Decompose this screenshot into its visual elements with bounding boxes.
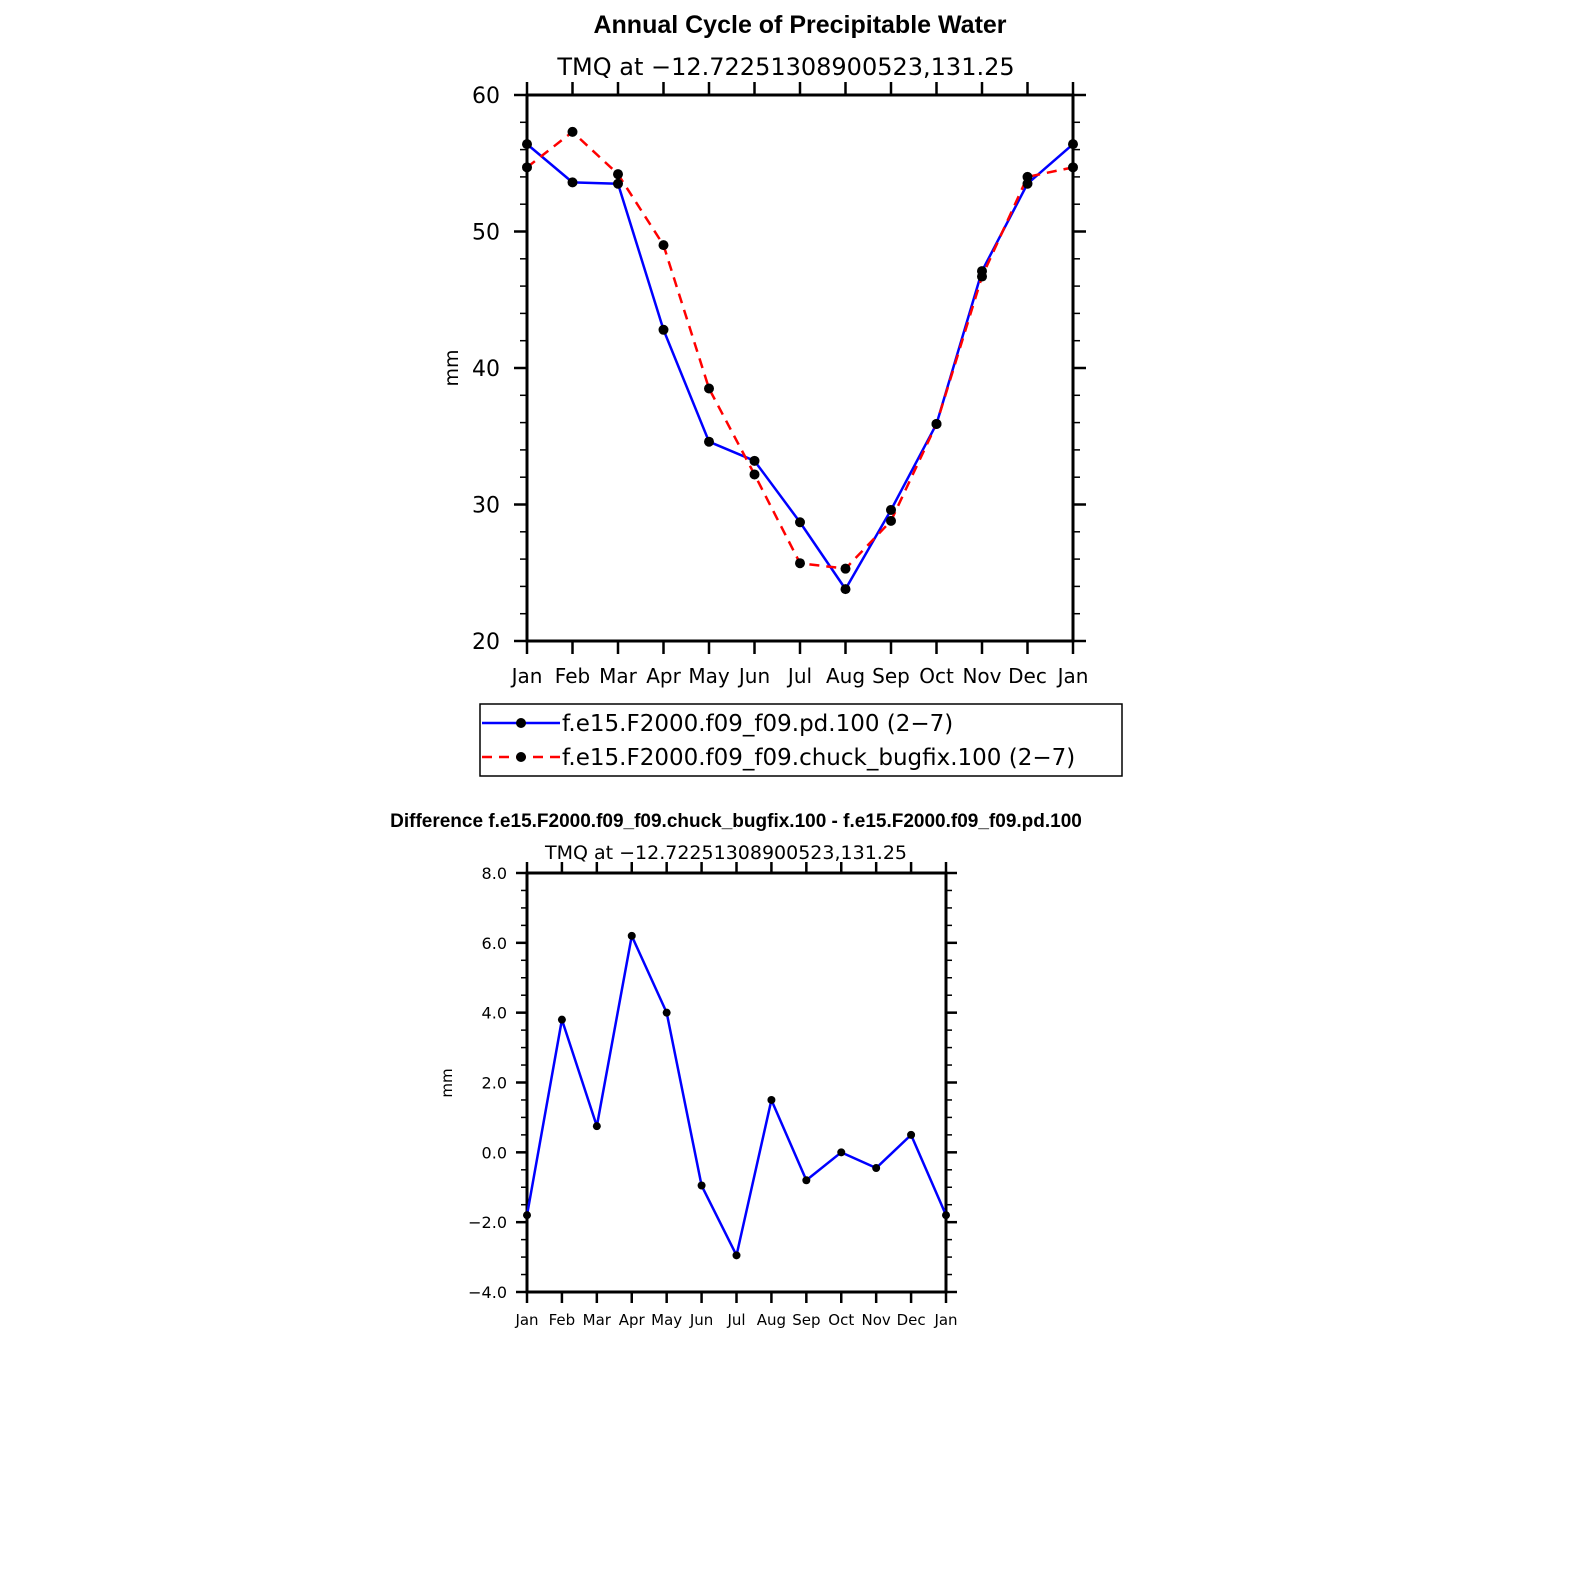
data-point-0: [840, 584, 851, 595]
chart-subtitle: TMQ at −12.72251308900523,131.25: [556, 53, 1014, 81]
y-tick-label: 2.0: [482, 1074, 507, 1093]
data-point-0: [732, 1251, 741, 1260]
chart-title: Annual Cycle of Precipitable Water: [593, 11, 1006, 39]
x-tick-label: Jan: [510, 664, 543, 688]
data-point-1: [977, 271, 987, 282]
data-point-0: [697, 1181, 706, 1190]
data-point-1: [886, 515, 896, 526]
data-point-1: [613, 169, 623, 180]
data-point-1: [704, 383, 714, 394]
data-point-1: [522, 162, 532, 173]
difference-chart: Difference f.e15.F2000.f09_f09.chuck_bug…: [390, 811, 1082, 1329]
data-point-0: [802, 1176, 811, 1185]
data-point-0: [522, 139, 532, 150]
x-tick-label: Aug: [826, 664, 865, 688]
data-point-0: [837, 1148, 846, 1157]
y-tick-label: 20: [472, 630, 500, 655]
data-point-1: [1022, 171, 1033, 182]
data-point-0: [886, 504, 896, 515]
data-point-0: [704, 436, 714, 447]
axes-frame: −4.0 −2.0 0.0 2.0 4.0 6.0 8.0 Jan Feb Mar Apr May Ju…: [468, 862, 958, 1329]
x-tick-label: Apr: [619, 1311, 646, 1329]
series-layer: [523, 931, 950, 1260]
data-point-0: [613, 178, 623, 189]
x-tick-label: Oct: [828, 1311, 854, 1329]
series-line-1: [526, 130, 1074, 570]
data-point-0: [749, 455, 760, 466]
axes-frame: 20 30 40 50 60 Jan Feb Mar Apr May Jun Jul Aug Sep Oct…: [472, 82, 1088, 688]
y-tick-label: 8.0: [482, 864, 507, 883]
data-point-0: [557, 1015, 566, 1024]
data-point-0: [767, 1095, 776, 1104]
plot-frame: [525, 871, 948, 1294]
data-point-1: [567, 126, 578, 137]
legend-label-bugfix: f.e15.F2000.f09_f09.chuck_bugfix.100 (2−…: [562, 745, 1075, 771]
data-point-0: [592, 1122, 601, 1131]
y-axis-label: mm: [441, 349, 463, 386]
legend-box: [479, 703, 1123, 777]
y-tick-label: 4.0: [482, 1004, 507, 1023]
x-tick-label: Jan: [1056, 664, 1089, 688]
series-line-0: [525, 934, 948, 1257]
x-tick-label: May: [651, 1311, 682, 1329]
data-point-0: [523, 1211, 531, 1220]
x-tick-label: Mar: [583, 1311, 612, 1329]
x-tick-label: Sep: [792, 1311, 820, 1329]
chart-title: Difference f.e15.F2000.f09_f09.chuck_bug…: [390, 811, 1082, 832]
x-tick-label: Aug: [757, 1311, 786, 1329]
data-point-1: [931, 418, 942, 429]
data-point-1: [1068, 162, 1078, 173]
data-point-0: [942, 1211, 950, 1220]
x-tick-label: Jul: [786, 664, 812, 688]
annual-cycle-chart: Annual Cycle of Precipitable Water TMQ a…: [441, 11, 1123, 777]
x-tick-label: Apr: [646, 664, 681, 688]
x-tick-label: Nov: [962, 664, 1001, 688]
data-point-1: [749, 469, 760, 480]
y-tick-label: 6.0: [482, 934, 507, 953]
y-tick-label: −2.0: [468, 1213, 507, 1232]
x-tick-label: Nov: [862, 1311, 891, 1329]
series-layer: [522, 126, 1078, 595]
x-tick-label: Oct: [919, 664, 954, 688]
y-tick-label: 60: [472, 84, 500, 109]
data-point-1: [795, 558, 805, 569]
x-tick-label: Dec: [1008, 664, 1047, 688]
data-point-0: [872, 1164, 881, 1173]
data-point-1: [658, 240, 669, 251]
x-tick-label: Jan: [514, 1311, 538, 1329]
x-tick-label: Feb: [549, 1311, 576, 1329]
legend-marker-pd: [516, 718, 526, 728]
data-point-0: [1068, 139, 1078, 150]
x-tick-label: May: [688, 664, 730, 688]
x-tick-label: Jun: [689, 1311, 713, 1329]
x-tick-label: Jul: [726, 1311, 745, 1329]
data-point-0: [795, 517, 805, 528]
x-tick-label: Dec: [897, 1311, 926, 1329]
data-point-0: [662, 1008, 671, 1017]
data-point-0: [567, 177, 578, 188]
y-tick-label: 0.0: [482, 1143, 507, 1162]
legend-marker-bugfix: [516, 752, 526, 762]
data-point-1: [840, 563, 851, 574]
y-tick-label: 30: [472, 494, 500, 519]
y-tick-label: 40: [472, 357, 500, 382]
y-tick-label: 50: [472, 221, 500, 246]
x-tick-label: Jun: [737, 664, 770, 688]
x-tick-label: Mar: [599, 664, 638, 688]
chart-subtitle: TMQ at −12.72251308900523,131.25: [544, 842, 907, 864]
data-point-0: [627, 931, 636, 940]
data-point-0: [907, 1130, 916, 1139]
x-tick-label: Jan: [933, 1311, 957, 1329]
y-tick-label: −4.0: [468, 1283, 507, 1302]
x-tick-label: Feb: [555, 664, 590, 688]
legend: f.e15.F2000.f09_f09.pd.100 (2−7) f.e15.F…: [479, 703, 1123, 777]
y-axis-label: mm: [438, 1068, 456, 1097]
x-tick-label: Sep: [872, 664, 910, 688]
data-point-0: [658, 324, 669, 335]
legend-label-pd: f.e15.F2000.f09_f09.pd.100 (2−7): [562, 711, 953, 737]
